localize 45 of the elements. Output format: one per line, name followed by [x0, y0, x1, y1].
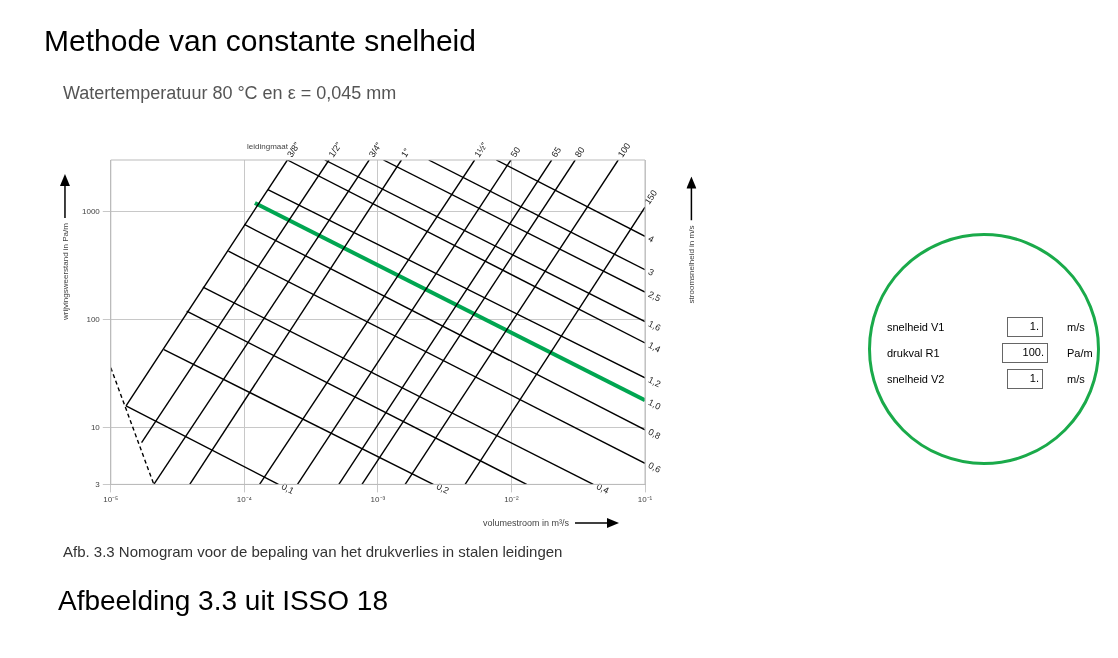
text: 1": [398, 146, 412, 160]
y-tick-label: 1000: [82, 206, 101, 216]
text: Afbeelding 3.3 uit ISSO 18: [58, 585, 388, 617]
x-tick-label: 10⁻²: [504, 495, 520, 505]
chart-subtitle: Watertemperatuur 80 °C en ε = 0,045 mm: [63, 83, 397, 104]
x-tick-label: 10⁻⁴: [236, 495, 253, 505]
text: 50: [508, 145, 523, 160]
y-tick-label: 10: [90, 423, 101, 433]
chart-title: Methode van constante snelheid: [44, 24, 476, 58]
text: 0,1: [279, 481, 296, 496]
text: 1,2: [646, 374, 663, 390]
x-axis-title: volumestroom in m³/s: [483, 518, 570, 528]
text-field: 1.: [1007, 317, 1043, 337]
x-tick-label: 10⁻³: [370, 495, 386, 505]
text: 1,0: [646, 397, 663, 412]
y2-axis-title: stroomsnelheid in m/s: [686, 225, 696, 304]
text: 1,4: [646, 339, 663, 355]
text: Pa/m: [1067, 347, 1094, 359]
text: m/s: [1067, 321, 1086, 333]
x-tick-label: 10⁻¹: [637, 495, 653, 505]
text: snelheid V2: [887, 373, 946, 385]
text-field: 1.: [1007, 369, 1043, 389]
text: 3/4": [366, 140, 384, 160]
text: 2,5: [646, 289, 663, 304]
y-axis-title: wrijvingsweerstand in Pa/m: [60, 223, 70, 320]
text: 150: [642, 188, 660, 207]
text: 80: [572, 145, 587, 160]
y-tick-label: 3: [95, 479, 101, 489]
text-field: 100.: [1002, 343, 1048, 363]
text: 100: [615, 141, 633, 160]
text: drukval R1: [887, 347, 941, 359]
text: 0,4: [594, 481, 611, 496]
x-tick-label: 10⁻⁵: [103, 495, 119, 505]
text: 0,2: [434, 481, 451, 496]
text: 0,8: [646, 426, 663, 442]
text: leidingmaat: [247, 142, 288, 151]
text: snelheid V1: [887, 321, 946, 333]
text: 1,6: [646, 318, 663, 334]
text: 0,6: [646, 460, 663, 475]
text: m/s: [1067, 373, 1086, 385]
text: 3: [646, 266, 656, 278]
text: Afb. 3.3 Nomogram voor de bepaling van het drukverlies in stalen leidingen: [63, 543, 563, 560]
text: 4: [646, 233, 656, 245]
y-tick-label: 100: [86, 314, 101, 324]
text: 65: [549, 145, 564, 160]
